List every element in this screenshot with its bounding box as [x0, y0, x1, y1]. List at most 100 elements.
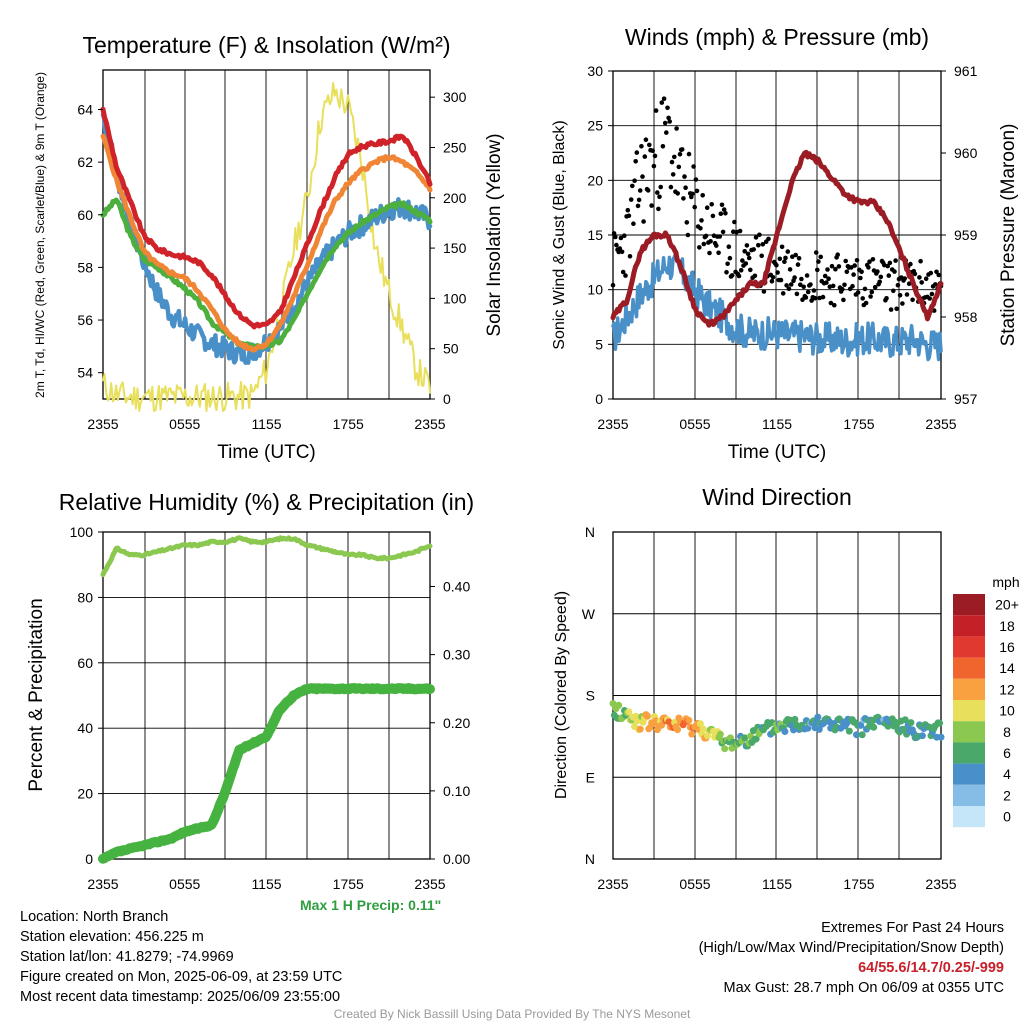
insolation-line [102, 82, 431, 412]
gust-point [891, 288, 896, 294]
gust-point [777, 256, 783, 262]
gust-point [684, 220, 690, 225]
gust-point [625, 207, 631, 213]
direction-point [685, 716, 693, 724]
colorbar-title: mph [992, 574, 1019, 590]
gust-point [886, 273, 892, 278]
gust-point [667, 119, 672, 124]
panel-3-grid [144, 532, 390, 859]
gust-point [744, 243, 750, 248]
chart-title: Relative Humidity (%) & Precipitation (i… [59, 489, 474, 515]
direction-point [633, 717, 641, 725]
gust-point [818, 254, 823, 260]
direction-point [752, 735, 760, 743]
direction-point [696, 720, 704, 728]
gust-point [893, 258, 898, 263]
gust-point [929, 291, 935, 297]
gust-points [610, 96, 944, 313]
temp-2m-line [100, 106, 433, 330]
plot-frame [102, 69, 431, 400]
y-tick-label: N [585, 524, 595, 540]
gust-point [759, 253, 764, 259]
x-tick-label: 1155 [762, 876, 792, 892]
gust-point [892, 269, 897, 274]
gust-point [618, 235, 624, 241]
gust-point [633, 159, 638, 164]
gust-point [643, 137, 649, 142]
gust-point [716, 250, 721, 256]
chart-title: Wind Direction [702, 484, 852, 510]
gust-point [859, 269, 864, 275]
plot-frame [102, 531, 431, 860]
gust-point [792, 275, 797, 280]
gust-point [867, 259, 872, 265]
gust-point [655, 190, 660, 195]
gust-point [613, 234, 618, 240]
gust-point [676, 164, 682, 170]
gust-point [693, 177, 699, 182]
gust-point [634, 150, 640, 155]
gust-point [919, 280, 924, 285]
gust-point [822, 273, 828, 279]
gust-point [888, 307, 894, 312]
y2-tick-label: 150 [443, 240, 467, 256]
gust-point [757, 232, 762, 238]
station-location: Location: North Branch [20, 909, 169, 925]
gust-point [897, 293, 903, 298]
gust-point [803, 295, 809, 300]
gust-point [779, 244, 785, 250]
gust-point [675, 191, 680, 196]
gust-point [804, 273, 810, 278]
gust-point [756, 242, 761, 248]
direction-point [716, 730, 724, 738]
colorbar-label: 14 [999, 660, 1015, 676]
gust-point [650, 148, 655, 153]
gust-point [731, 229, 736, 234]
gust-point [619, 249, 625, 255]
gust-point [710, 213, 716, 219]
gust-point [854, 258, 860, 263]
gust-point [788, 282, 794, 287]
sonic-wind-line [611, 252, 943, 362]
gust-point [656, 206, 661, 212]
gust-point [923, 276, 929, 282]
y2-tick-label: 100 [443, 290, 467, 306]
gust-point [895, 282, 901, 288]
gust-point [746, 255, 752, 261]
y-tick-label: S [586, 688, 595, 704]
humidity-line [100, 535, 433, 578]
colorbar-label: 2 [1003, 787, 1011, 803]
gust-point [610, 282, 616, 288]
gust-point [743, 261, 749, 266]
y-tick-label: 80 [77, 589, 93, 605]
x-tick-label: 2355 [414, 876, 445, 892]
gust-point [858, 275, 863, 281]
gust-point [700, 193, 705, 198]
x-axis-label: Time (UTC) [728, 442, 827, 463]
x-tick-label: 0555 [169, 416, 200, 432]
gust-point [912, 271, 918, 277]
gust-point [661, 96, 667, 101]
gust-point [900, 301, 905, 306]
y-tick-label: 15 [587, 227, 603, 243]
gust-point [725, 261, 730, 267]
gust-point [720, 229, 726, 235]
gust-point [636, 197, 642, 203]
y2-tick-label: 959 [954, 227, 978, 243]
gust-point [697, 245, 702, 250]
gust-point [770, 275, 776, 280]
x-tick-label: 1755 [333, 876, 364, 892]
gust-point [674, 126, 679, 131]
y-axis-label: 2m T, Td, HI/WC (Red, Green, Scarlet/Blu… [33, 72, 47, 398]
gust-point [614, 242, 619, 248]
gust-point [632, 178, 637, 183]
direction-point [804, 724, 812, 732]
gust-point [690, 191, 695, 197]
gust-point [934, 269, 939, 275]
x-tick-label: 2355 [925, 416, 956, 432]
y2-axis-label: Solar Insolation (Yellow) [484, 133, 505, 336]
direction-point [937, 733, 945, 741]
colorbar-swatch [953, 678, 985, 700]
y2-tick-label: 961 [954, 63, 978, 79]
colorbar-swatch [953, 742, 985, 764]
